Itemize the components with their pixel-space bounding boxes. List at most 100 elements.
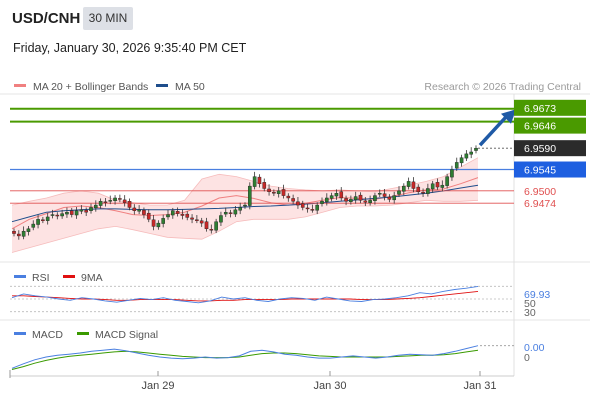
- candle-body: [440, 184, 445, 188]
- candle-body: [122, 199, 127, 203]
- candle-body: [228, 212, 233, 214]
- watermark: Research © 2026 Trading Central: [424, 81, 581, 93]
- candle-body: [358, 194, 363, 201]
- macd-line: [11, 345, 479, 369]
- level-label-6.9646: 6.9646: [524, 121, 556, 133]
- level-tag-6.9545: [514, 161, 586, 178]
- symbol-title: USD/CNH: [12, 10, 81, 27]
- candle-body: [315, 204, 319, 211]
- candle-body: [430, 183, 435, 190]
- candle-body: [127, 201, 132, 208]
- candle-body: [103, 201, 108, 203]
- candle-body: [281, 189, 286, 196]
- candle-body: [175, 211, 180, 214]
- candle-body: [325, 197, 329, 202]
- candle-body: [339, 191, 344, 199]
- candle-body: [146, 212, 151, 220]
- candle-body: [421, 192, 425, 194]
- candle-body: [142, 210, 146, 215]
- candle-body: [276, 190, 281, 194]
- candle-body: [69, 210, 74, 215]
- candle-body: [171, 210, 175, 216]
- candle-body: [132, 207, 137, 211]
- rsi-tick-label: 30: [524, 307, 536, 319]
- candle-body: [118, 198, 122, 200]
- candle-body: [445, 176, 449, 186]
- candle-body: [166, 214, 170, 218]
- candle-body: [377, 193, 382, 195]
- legend-swatch: [77, 332, 89, 335]
- candle-body: [151, 219, 156, 227]
- level-label-6.9590: 6.9590: [524, 143, 556, 155]
- legend-label: MACD: [32, 329, 63, 341]
- candle-body: [291, 198, 295, 202]
- candle-body: [161, 218, 165, 224]
- candle-body: [89, 207, 93, 211]
- legend-label: MA 50: [175, 81, 205, 93]
- candle-body: [353, 196, 358, 201]
- time-tick-label: Jan 31: [463, 380, 496, 392]
- candle-body: [50, 214, 55, 216]
- candle-body: [406, 181, 411, 187]
- candle-body: [190, 217, 194, 220]
- legend-label: MA 20 + Bollinger Bands: [33, 81, 148, 93]
- projection-arrowhead: [501, 109, 516, 124]
- candle-body: [272, 192, 276, 194]
- legend-swatch: [63, 275, 75, 278]
- candle-body: [45, 216, 50, 221]
- candle-body: [113, 197, 117, 202]
- candle-body: [257, 176, 262, 184]
- candle-body: [84, 210, 88, 213]
- timeframe-badge[interactable]: 30 MIN: [83, 7, 133, 30]
- candle-body: [12, 230, 16, 234]
- candle-body: [137, 209, 141, 212]
- candle-body: [329, 195, 334, 199]
- candle-body: [195, 219, 199, 221]
- candle-body: [296, 201, 300, 206]
- candle-body: [435, 182, 440, 188]
- bollinger-lower-line: [11, 199, 479, 253]
- candle-body: [98, 201, 103, 206]
- candle-body: [108, 200, 113, 202]
- legend-swatch: [14, 84, 26, 87]
- timestamp: Friday, January 30, 2026 9:35:40 PM CET: [13, 41, 247, 55]
- candle-body: [267, 188, 271, 193]
- candle-body: [368, 200, 372, 203]
- legend-label: 9MA: [81, 272, 103, 284]
- candle-body: [31, 223, 36, 228]
- level-tag-6.9646: [514, 117, 586, 134]
- legend-swatch: [14, 275, 26, 278]
- level-label-6.9545: 6.9545: [524, 165, 556, 177]
- candle-body: [310, 209, 315, 211]
- candle-body: [426, 188, 430, 194]
- time-tick-label: Jan 29: [141, 380, 174, 392]
- time-tick-label: Jan 30: [313, 380, 346, 392]
- level-tag-6.9590: [514, 140, 586, 157]
- candle-body: [334, 193, 339, 197]
- candle-body: [397, 190, 401, 195]
- candle-body: [65, 211, 69, 215]
- candle-body: [373, 195, 377, 202]
- legend-swatch: [14, 332, 26, 335]
- candle-body: [387, 196, 392, 200]
- candle-body: [41, 219, 45, 221]
- candle-body: [469, 151, 473, 155]
- candle-body: [252, 176, 257, 187]
- macd-value-label: 0.00: [524, 342, 545, 354]
- bollinger-upper-line: [11, 157, 479, 206]
- rsi-value-label: 69.93: [524, 289, 550, 301]
- candle-body: [416, 186, 421, 193]
- level-tag-6.9673: [514, 99, 586, 116]
- candle-body: [300, 203, 305, 208]
- candle-body: [262, 182, 267, 189]
- legend-swatch: [156, 84, 168, 87]
- level-label-6.9474: 6.9474: [524, 198, 556, 210]
- candle-body: [209, 229, 214, 231]
- candle-body: [199, 220, 204, 224]
- candle-body: [454, 162, 459, 169]
- candle-body: [180, 213, 185, 216]
- candle-body: [382, 193, 387, 197]
- ma20-line: [11, 177, 479, 230]
- legend-label: MACD Signal: [95, 329, 158, 341]
